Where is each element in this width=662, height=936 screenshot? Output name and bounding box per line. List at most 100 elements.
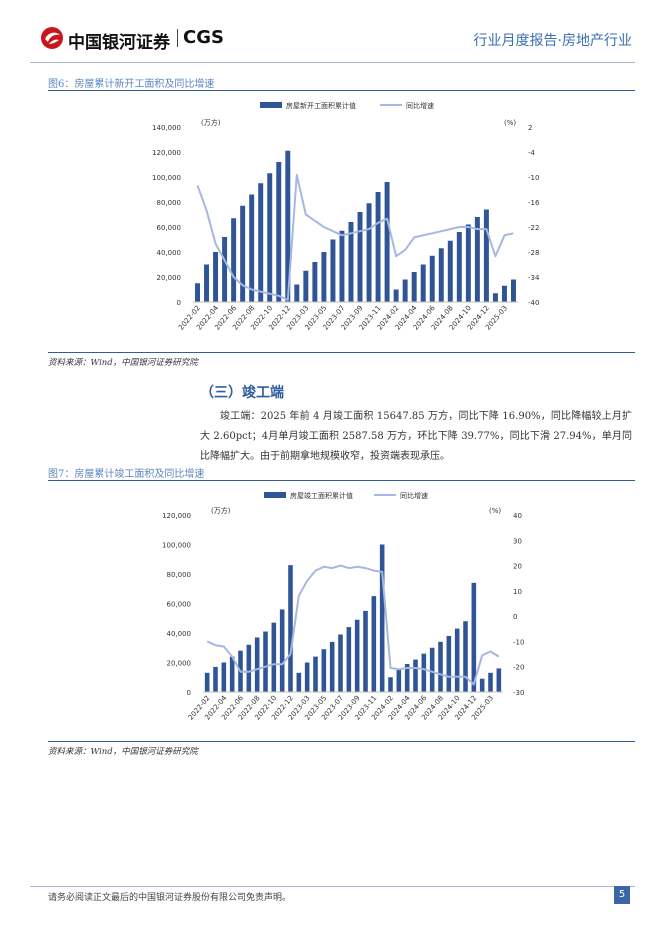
fig6-bar [330,239,336,302]
fig6-bar [402,279,408,302]
figure7-bottom-rule [48,741,635,742]
fig6-legend-bar-swatch [260,102,282,108]
fig6-left-tick-label: 140,000 [152,124,181,132]
fig7-left-tick-label: 60,000 [167,601,192,609]
fig6-bar [474,217,480,302]
fig7-bar [446,635,452,692]
fig7-legend-bar-swatch [264,492,286,498]
figure7-caption: 图7：房屋累计竣工面积及同比增速 [48,469,205,480]
fig7-left-unit: (万方) [211,506,231,515]
fig6-right-tick-label: -34 [528,274,540,282]
fig7-right-tick-label: -20 [513,664,524,672]
section-paragraph: 竣工端：2025 年前 4 月竣工面积 15647.85 万方，同比下降 16.… [200,411,632,462]
fig6-left-tick-label: 0 [177,299,181,307]
fig7-bar [454,628,460,692]
figure7-chart: 房屋竣工面积累计值 同比增速 (万方) (%) 120,000 100,000 80,000… [162,491,524,722]
figure6-caption: 图6：房屋累计新开工面积及同比增速 [48,79,215,90]
fig7-bar [371,596,377,692]
fig6-left-tick-label: 20,000 [157,274,182,282]
fig6-bar [447,240,453,302]
report-type: 行业月度报告·房地产行业 [473,33,632,49]
fig7-bar [229,656,235,692]
figure6-source: 资料来源：Wind，中国银河证券研究院 [48,358,198,368]
logo-separator [177,29,178,47]
fig6-bar [384,182,390,302]
fig6-bar [276,162,282,302]
fig6-bar [249,194,255,302]
fig6-left-unit: (万方) [201,118,221,127]
fig6-bar [492,293,498,302]
fig6-right-tick-label: -10 [528,174,539,182]
fig7-legend-line-label: 同比增速 [400,491,428,500]
fig7-bar [379,544,385,692]
fig6-bar [366,203,372,302]
footer-divider [30,886,635,887]
fig6-bar [501,285,507,302]
fig7-bar [479,678,485,692]
figure6-top-rule [48,90,635,91]
fig6-right-tick-label: -16 [528,199,540,207]
figure7-source: 资料来源：Wind，中国银河证券研究院 [48,747,198,757]
fig7-bar [413,659,418,692]
fig7-bar [421,653,427,692]
fig7-bar [488,672,493,692]
fig6-bar [321,252,327,302]
fig6-bar [357,212,363,302]
fig7-bar [221,662,227,692]
fig7-bar [496,668,502,692]
fig7-left-tick-label: 0 [187,689,191,697]
fig6-bar [456,232,462,302]
fig6-bar [312,262,318,302]
fig6-bar [411,272,417,302]
fig6-bar [339,230,345,302]
fig7-legend-bar-label: 房屋竣工面积累计值 [290,491,353,500]
fig7-bar [263,631,268,692]
fig7-bar [404,663,410,692]
fig6-left-tick-label: 100,000 [152,174,181,182]
fig7-bar [471,582,477,692]
logo-chinese-name: 中国银河证券 [68,33,170,53]
fig6-growth-line [196,173,514,301]
fig6-bar [204,264,210,302]
fig7-bar [271,622,277,692]
fig7-left-tick-label: 100,000 [162,542,191,550]
fig7-bar [438,641,443,692]
fig6-bar [285,150,291,302]
fig7-bar [429,647,435,692]
fig6-right-tick-label: 2 [528,124,532,132]
fig6-bar [240,205,246,302]
fig7-bar [213,666,218,692]
fig6-bar [438,248,444,302]
fig7-right-tick-label: -30 [513,689,524,697]
fig7-bar [363,610,368,692]
fig6-left-tick-label: 80,000 [157,199,182,207]
fig7-growth-line [206,564,500,686]
fig6-bar [429,255,435,302]
fig7-left-tick-label: 20,000 [167,660,192,668]
company-logo: 中国银河证券 CGS [40,26,230,53]
fig7-bar [388,677,393,692]
fig7-bar [288,565,293,692]
page-number: 5 [614,886,630,904]
fig6-bar [258,183,264,302]
fig6-left-tick-label: 60,000 [157,224,182,232]
fig6-bar [420,264,426,302]
fig7-right-tick-label: 20 [513,563,522,571]
fig6-bar [267,173,273,302]
fig7-bar [463,621,468,692]
fig6-bar [348,222,354,302]
fig7-bar [254,637,260,692]
fig7-left-tick-label: 40,000 [167,630,192,638]
figure6-bottom-rule [48,352,635,353]
fig7-bar [304,662,310,692]
fig6-legend-bar-label: 房屋新开工面积累计值 [286,101,356,110]
fig6-right-tick-label: -22 [528,224,539,232]
logo-english-name: CGS [183,27,224,48]
fig6-bar [195,283,200,302]
fig7-right-tick-label: -10 [513,638,524,646]
fig6-bar [465,224,471,302]
fig7-bar [279,609,285,692]
fig7-bar [204,672,210,692]
fig6-bar [483,209,489,302]
fig7-right-tick-label: 0 [513,613,517,621]
